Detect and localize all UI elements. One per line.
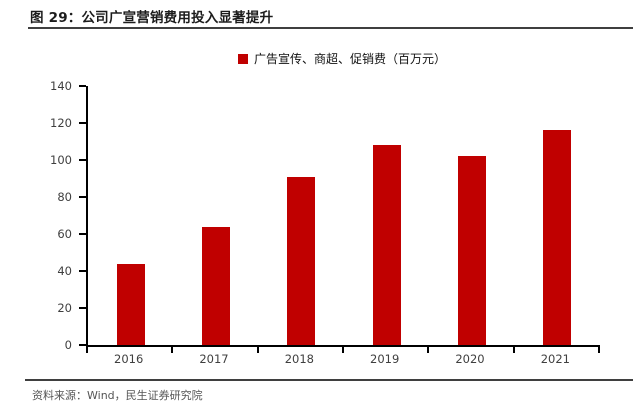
- y-axis-label: 20: [57, 301, 72, 315]
- bar-2021: [543, 130, 572, 345]
- x-axis-tick: [171, 347, 174, 353]
- figure-title: 图 29：公司广宣营销费用投入显著提升: [30, 10, 274, 26]
- y-axis-tick: [79, 233, 86, 235]
- y-axis-label: 0: [64, 338, 72, 352]
- source-note: 资料来源：Wind，民生证券研究院: [32, 389, 203, 402]
- legend-swatch: [237, 54, 248, 64]
- y-axis-tick: [79, 196, 86, 198]
- x-axis-tick: [86, 347, 88, 353]
- x-axis-label: 2018: [284, 352, 314, 366]
- x-axis-label: 2016: [114, 352, 144, 366]
- x-axis-label: 2021: [540, 352, 570, 366]
- bar-2020: [458, 156, 486, 345]
- bar-chart-plot-area: [79, 85, 600, 353]
- bar-2016: [116, 263, 145, 345]
- y-axis-label: 140: [50, 79, 72, 93]
- title-divider: [28, 27, 633, 29]
- x-axis-label: 2019: [370, 352, 400, 366]
- y-axis-label: 100: [50, 153, 72, 167]
- x-axis-tick: [598, 347, 600, 353]
- bar-2017: [202, 226, 230, 345]
- y-axis-label: 60: [57, 227, 72, 241]
- chart-legend: 广告宣传、商超、促销费（百万元）: [86, 51, 598, 67]
- y-axis-label: 80: [57, 190, 72, 204]
- x-axis-label: 2020: [455, 352, 485, 366]
- y-axis-tick: [79, 307, 86, 309]
- x-axis-tick: [342, 347, 344, 353]
- y-axis-tick: [79, 122, 86, 124]
- y-axis-tick: [79, 344, 86, 346]
- y-axis-label: 40: [57, 264, 72, 278]
- y-axis-tick: [79, 85, 86, 87]
- bar-2018: [287, 176, 316, 345]
- bar-2019: [372, 145, 401, 345]
- legend-label: 广告宣传、商超、促销费（百万元）: [253, 52, 446, 66]
- y-axis-label: 120: [50, 116, 72, 130]
- x-axis-tick: [427, 347, 430, 353]
- x-axis-tick: [256, 347, 259, 353]
- y-axis-tick: [79, 159, 86, 161]
- footer-divider: [25, 379, 633, 381]
- x-axis-tick: [512, 347, 515, 353]
- x-axis-label: 2017: [199, 352, 229, 366]
- y-axis-tick: [79, 270, 86, 272]
